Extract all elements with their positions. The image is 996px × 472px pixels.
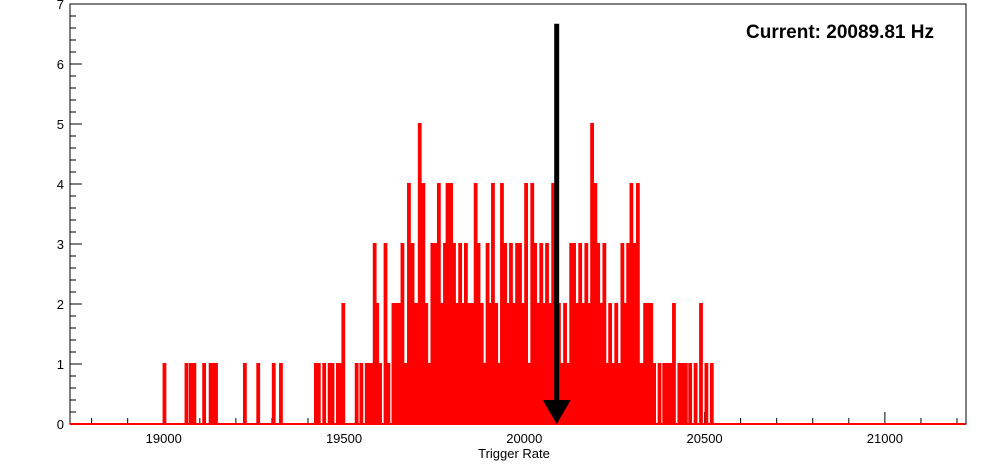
- y-axis: 0 1 2 3 4 5 6 7: [57, 0, 82, 432]
- histogram-outline: [70, 123, 966, 425]
- y-tick-label: 5: [57, 117, 64, 132]
- y-tick-label: 2: [57, 297, 64, 312]
- x-tick-label: 19000: [146, 431, 182, 446]
- y-tick-label: 3: [57, 237, 64, 252]
- y-tick-label: 4: [57, 177, 64, 192]
- y-tick-label: 1: [57, 357, 64, 372]
- x-tick-label: 19500: [326, 431, 362, 446]
- current-rate-readout: Current: 20089.81 Hz: [746, 22, 934, 43]
- y-tick-label: 7: [57, 0, 64, 12]
- arrow-head: [542, 400, 571, 424]
- y-tick-label: 0: [57, 417, 64, 432]
- annotations: [542, 23, 571, 424]
- x-axis-title: Trigger Rate: [478, 446, 550, 461]
- x-tick-label: 20500: [687, 431, 723, 446]
- x-axis: 19000 19500 20000 20500 21000: [91, 412, 958, 446]
- y-tick-label: 6: [57, 57, 64, 72]
- histogram-bins: [70, 123, 966, 425]
- x-tick-label: 20000: [506, 431, 542, 446]
- x-tick-label: 21000: [867, 431, 903, 446]
